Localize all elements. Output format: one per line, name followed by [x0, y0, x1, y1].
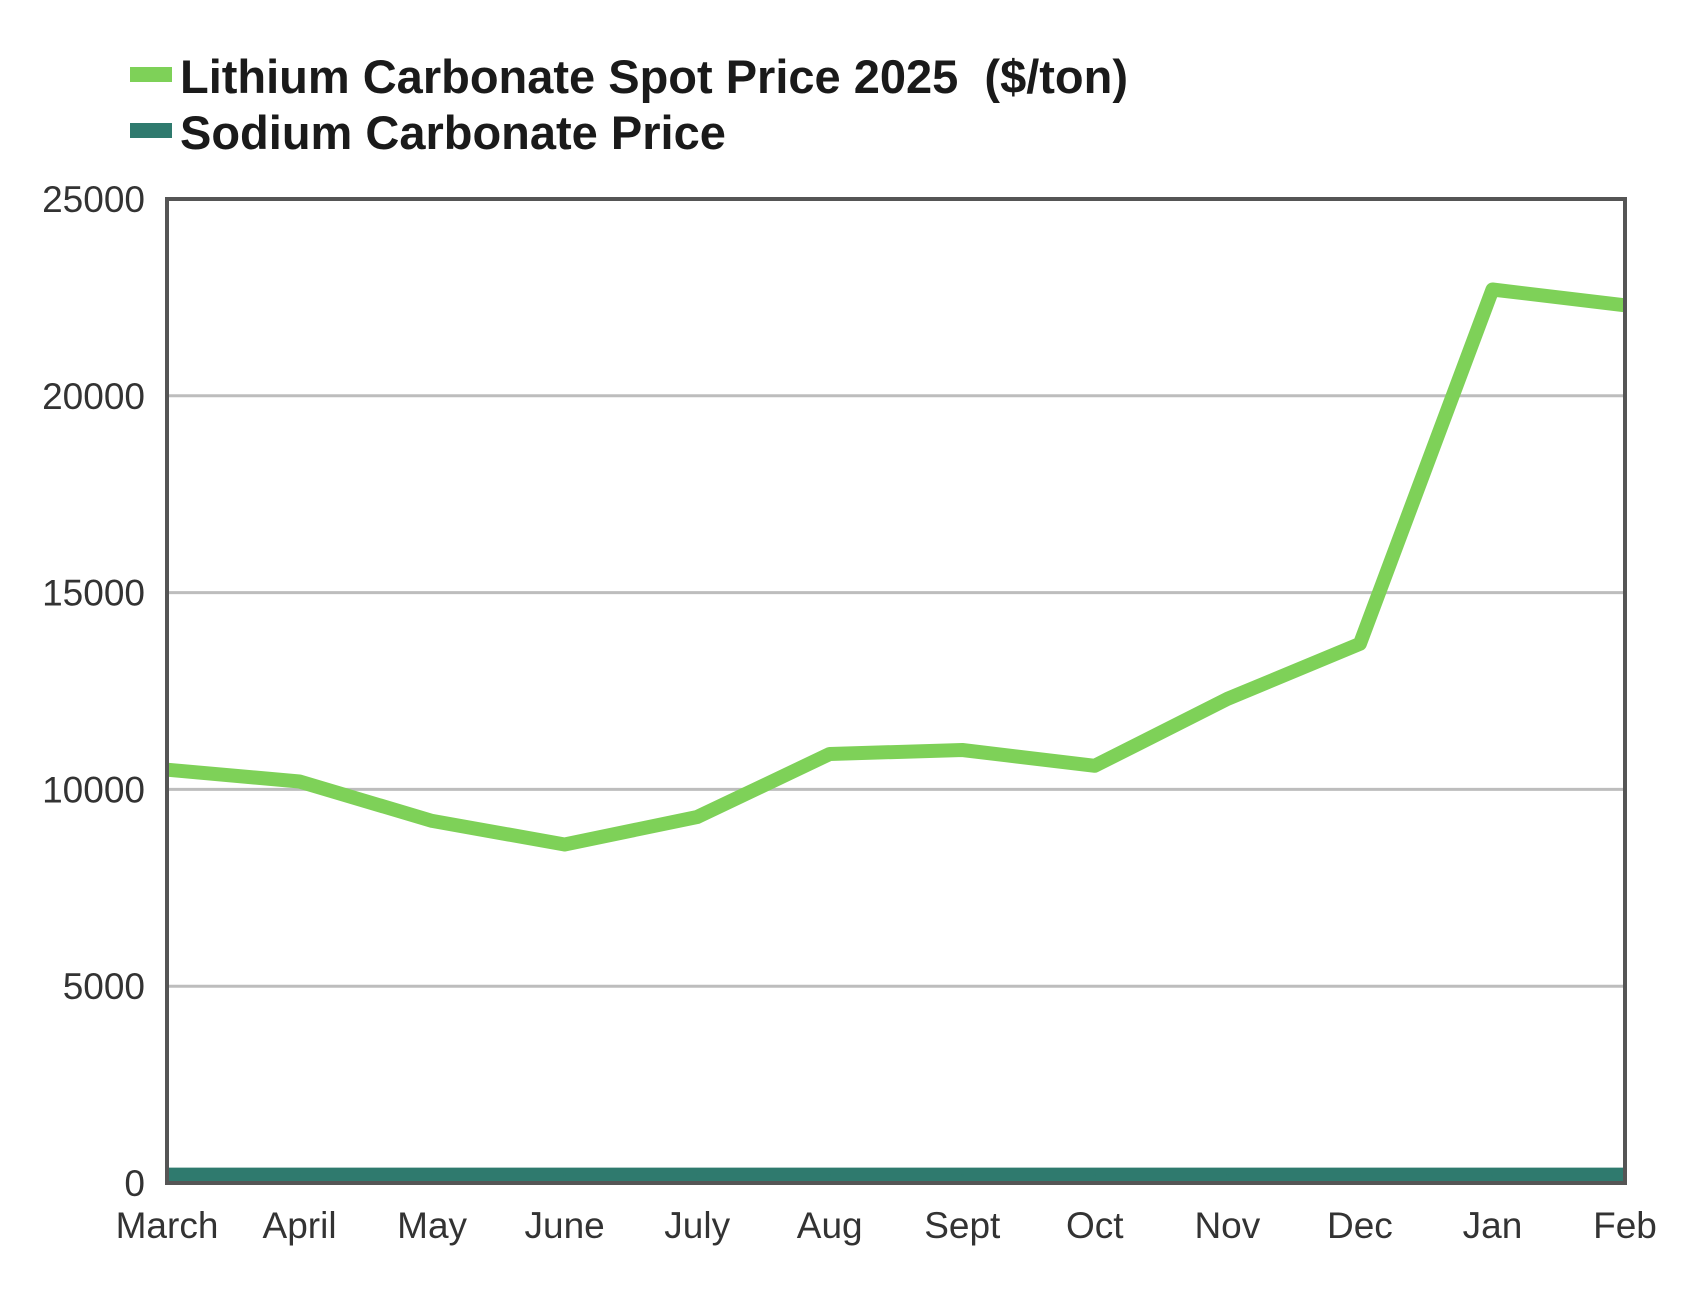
y-tick-label: 15000	[42, 573, 145, 614]
data-point-sodium	[1358, 1174, 1361, 1177]
x-tick-label: March	[116, 1205, 219, 1246]
data-point-sodium	[961, 1174, 964, 1177]
y-tick-label: 25000	[42, 179, 145, 220]
y-axis-ticks: 0 5000 10000 15000 20000 25000	[42, 179, 145, 1204]
x-tick-label: Nov	[1194, 1205, 1260, 1246]
data-point-lithium	[431, 819, 434, 822]
y-tick-label: 5000	[63, 966, 145, 1007]
data-point-sodium	[431, 1174, 434, 1177]
legend-swatch	[130, 123, 172, 138]
x-axis-ticks: March April May June July Aug Sept Oct Nov Dec Jan…	[116, 1205, 1657, 1246]
x-tick-label: July	[664, 1205, 730, 1246]
data-point-lithium	[1358, 642, 1361, 645]
data-point-lithium	[828, 752, 831, 755]
series-layer	[166, 282, 1626, 1183]
data-point-lithium	[1491, 288, 1494, 291]
data-point-sodium	[298, 1174, 301, 1177]
y-tick-label: 10000	[42, 769, 145, 810]
x-tick-label: Feb	[1593, 1205, 1657, 1246]
data-point-lithium	[696, 815, 699, 818]
data-point-sodium	[1491, 1174, 1494, 1177]
x-tick-label: Jan	[1463, 1205, 1523, 1246]
y-tick-label: 20000	[42, 376, 145, 417]
data-point-sodium	[828, 1174, 831, 1177]
data-point-sodium	[1093, 1174, 1096, 1177]
data-point-sodium	[1226, 1174, 1229, 1177]
x-tick-label: Dec	[1327, 1205, 1393, 1246]
y-tick-label: 0	[124, 1163, 145, 1204]
data-point-sodium	[563, 1174, 566, 1177]
data-point-sodium	[696, 1174, 699, 1177]
x-tick-label: June	[525, 1205, 605, 1246]
data-point-lithium	[563, 843, 566, 846]
gridlines	[167, 394, 1625, 988]
legend-swatch	[130, 67, 172, 82]
x-tick-label: Oct	[1066, 1205, 1124, 1246]
x-tick-label: April	[263, 1205, 337, 1246]
x-tick-label: Sept	[924, 1205, 1001, 1246]
legend-label: Lithium Carbonate Spot Price 2025 ($/ton…	[180, 50, 1128, 103]
data-point-lithium	[1093, 764, 1096, 767]
plot-frame	[165, 197, 1627, 1185]
series-line-lithium-carbonate	[166, 282, 1626, 852]
x-tick-label: Aug	[797, 1205, 863, 1246]
data-point-lithium	[298, 780, 301, 783]
legend-label: Sodium Carbonate Price	[180, 106, 726, 159]
data-point-lithium	[1226, 697, 1229, 700]
data-point-lithium	[961, 749, 964, 752]
x-tick-label: May	[397, 1205, 467, 1246]
legend: Lithium Carbonate Spot Price 2025 ($/ton…	[130, 50, 1128, 159]
